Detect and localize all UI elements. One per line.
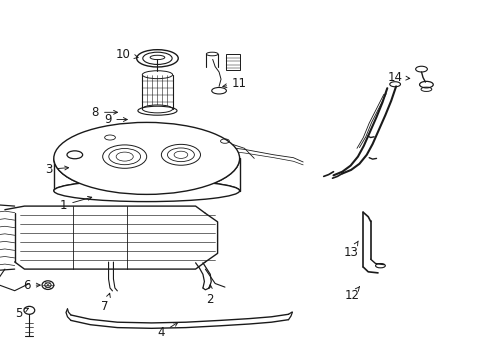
- Text: 11: 11: [223, 77, 246, 90]
- Text: 5: 5: [15, 307, 28, 320]
- Text: 12: 12: [344, 287, 359, 302]
- Bar: [225, 54, 239, 70]
- Text: 1: 1: [60, 197, 92, 212]
- Text: 14: 14: [387, 71, 409, 84]
- Text: 4: 4: [157, 323, 177, 339]
- Text: 3: 3: [45, 163, 68, 176]
- Text: 10: 10: [116, 48, 138, 60]
- Text: 2: 2: [206, 285, 214, 306]
- Text: 7: 7: [101, 293, 110, 313]
- Text: 6: 6: [23, 279, 40, 292]
- Text: 9: 9: [103, 113, 127, 126]
- Ellipse shape: [54, 122, 239, 194]
- Text: 13: 13: [343, 241, 358, 259]
- Ellipse shape: [54, 180, 239, 202]
- Ellipse shape: [142, 105, 172, 113]
- Text: 8: 8: [91, 106, 117, 119]
